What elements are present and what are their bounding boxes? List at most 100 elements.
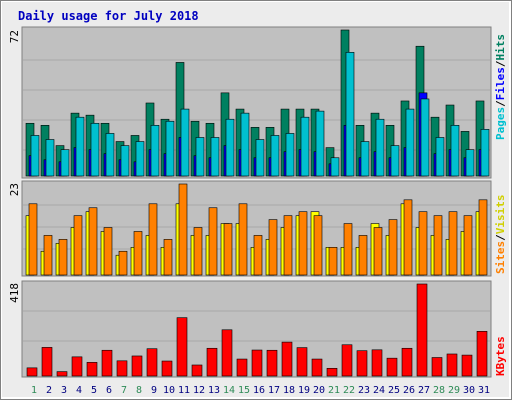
- legend-files-label: Files: [494, 67, 507, 100]
- day-labels: 1 2 3 4 5 6 7 8 9 10 11 12 13 14 15 16 17 18 19 20 21 22 23 24 2…: [31, 385, 490, 396]
- bar-kbytes: [401, 347, 413, 377]
- bar-sites: [28, 203, 38, 276]
- ymax-label-kbytes: 418: [8, 283, 21, 303]
- legend-separator: /: [494, 60, 507, 67]
- legend-hits: Pages/Files/Hits: [494, 34, 507, 140]
- bar-kbytes: [251, 349, 263, 377]
- bar-sites: [193, 227, 203, 276]
- bar-sites: [223, 223, 233, 276]
- day-label: 27: [418, 385, 430, 396]
- day-label: 5: [91, 385, 97, 396]
- day-label: 24: [373, 385, 385, 396]
- bar-kbytes: [236, 358, 248, 377]
- bar-sites: [433, 215, 443, 276]
- bar-kbytes: [116, 360, 128, 377]
- bar-pages: [435, 137, 445, 177]
- bar-pages: [270, 135, 280, 177]
- ymax-label-visits: 23: [8, 183, 21, 196]
- bar-pages: [360, 141, 370, 177]
- day-label: 22: [343, 385, 355, 396]
- bar-pages: [75, 116, 85, 177]
- bar-kbytes: [356, 350, 368, 377]
- bar-kbytes: [371, 349, 383, 377]
- bar-pages: [90, 122, 100, 177]
- bar-kbytes: [461, 354, 473, 377]
- bar-kbytes: [431, 357, 443, 377]
- chart-title: Daily usage for July 2018: [18, 9, 199, 23]
- bar-pages: [45, 139, 55, 177]
- bar-sites: [58, 239, 68, 276]
- bar-kbytes: [266, 349, 278, 377]
- bar-sites: [148, 203, 158, 276]
- bar-sites: [268, 219, 278, 276]
- bar-pages: [150, 125, 160, 177]
- bar-kbytes: [161, 360, 173, 377]
- day-label: 11: [178, 385, 190, 396]
- day-label: 13: [208, 385, 220, 396]
- bar-kbytes: [56, 371, 68, 377]
- bar-pages: [195, 137, 205, 177]
- bar-pages: [135, 141, 145, 177]
- bar-pages: [30, 135, 40, 177]
- legend-kbytes-label: KBytes: [494, 336, 507, 376]
- bar-kbytes: [311, 358, 323, 377]
- legend-hits-label: Hits: [494, 34, 507, 61]
- bar-sites: [103, 227, 113, 276]
- day-label: 1: [31, 385, 37, 396]
- bar-pages: [345, 52, 355, 177]
- bar-sites: [373, 227, 383, 276]
- bar-sites: [343, 223, 353, 276]
- day-label: 19: [298, 385, 310, 396]
- day-label: 7: [121, 385, 127, 396]
- bar-pages: [120, 145, 130, 177]
- bar-pages: [450, 125, 460, 177]
- bar-kbytes: [206, 347, 218, 377]
- day-label: 23: [358, 385, 370, 396]
- bar-pages: [285, 133, 295, 177]
- day-label: 3: [61, 385, 67, 396]
- bar-pages: [225, 118, 235, 177]
- bar-kbytes: [71, 356, 83, 377]
- legend-pages-label: Pages: [494, 107, 507, 140]
- bar-pages: [240, 112, 250, 177]
- day-label: 16: [253, 385, 265, 396]
- day-label: 9: [151, 385, 157, 396]
- bar-kbytes: [341, 344, 353, 377]
- day-label: 4: [76, 385, 82, 396]
- bar-kbytes: [191, 364, 203, 377]
- bar-kbytes: [281, 341, 293, 377]
- bar-sites: [403, 199, 413, 276]
- bar-kbytes: [326, 367, 338, 377]
- bars-visits: [25, 183, 488, 276]
- day-label: 30: [463, 385, 475, 396]
- day-label: 10: [163, 385, 175, 396]
- bar-sites: [418, 211, 428, 276]
- bar-kbytes: [416, 283, 428, 377]
- bar-sites: [118, 250, 128, 276]
- legend-visits: Sites/Visits: [494, 195, 507, 275]
- bar-pages: [465, 149, 475, 177]
- bar-sites: [358, 235, 368, 276]
- bar-pages: [390, 145, 400, 177]
- day-label: 20: [313, 385, 325, 396]
- day-label: 6: [106, 385, 112, 396]
- day-label: 29: [448, 385, 460, 396]
- bar-pages: [255, 139, 265, 177]
- bar-sites: [463, 215, 473, 276]
- bar-kbytes: [386, 357, 398, 377]
- bar-kbytes: [296, 347, 308, 377]
- bar-pages: [180, 108, 190, 177]
- bar-pages: [105, 133, 115, 177]
- bar-sites: [238, 203, 248, 276]
- bar-sites: [298, 211, 308, 276]
- legend-separator: /: [494, 234, 507, 241]
- bar-kbytes: [101, 349, 113, 377]
- bar-kbytes: [476, 331, 488, 377]
- legend-visits-label: Visits: [494, 195, 507, 235]
- bar-pages: [480, 129, 490, 177]
- bar-sites: [283, 215, 293, 276]
- bar-sites: [178, 183, 188, 276]
- bar-kbytes: [41, 347, 53, 377]
- bar-pages: [165, 120, 175, 177]
